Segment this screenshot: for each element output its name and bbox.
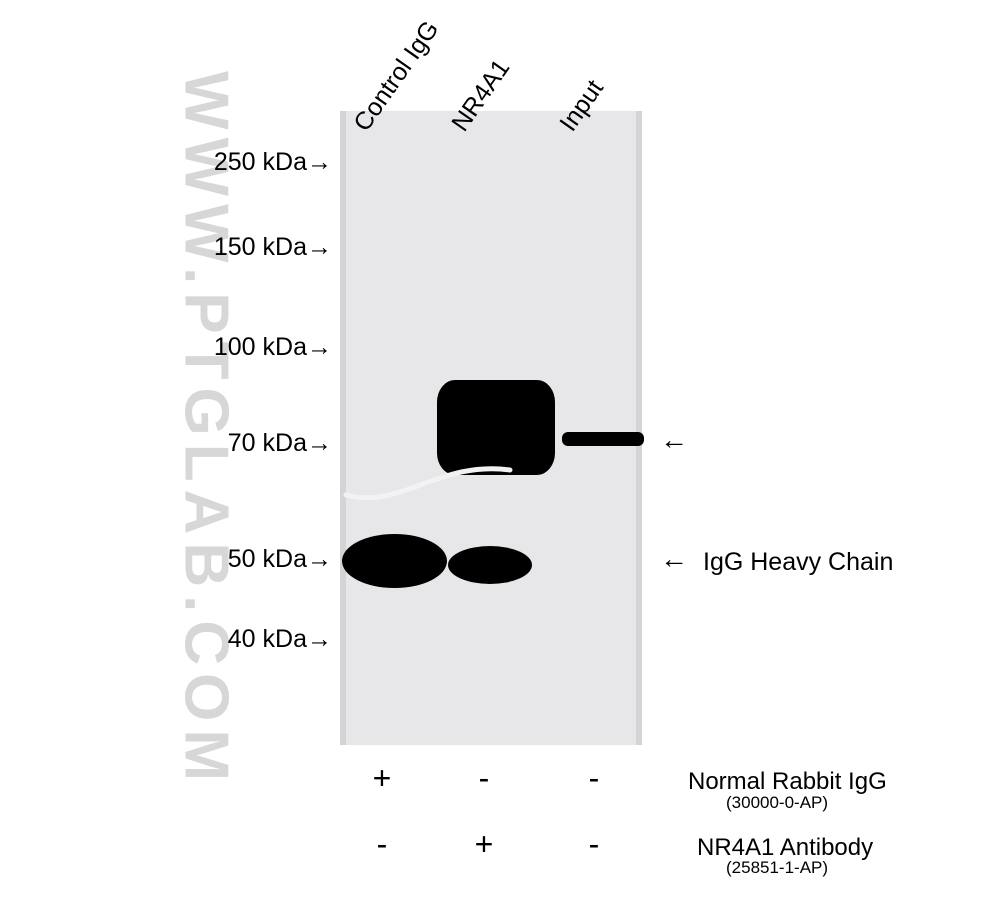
arrow-icon: → (307, 545, 332, 573)
arrow-icon: → (307, 148, 332, 176)
mw-150-text: 150 kDa (214, 233, 307, 261)
mw-250: 250 kDa→ (214, 148, 332, 177)
mw-150: 150 kDa→ (214, 233, 332, 262)
mw-100-text: 100 kDa (214, 333, 307, 361)
arrow-icon: → (307, 625, 332, 653)
arrow-icon: → (307, 233, 332, 261)
igg-hc-arrow-icon: ← (660, 543, 688, 575)
row0-label: Normal Rabbit IgG (688, 768, 887, 796)
igg-hc-lane0 (342, 534, 447, 588)
igg-hc-lane1 (448, 546, 532, 584)
row1-sublabel: (25851-1-AP) (726, 858, 828, 878)
arrow-icon: → (307, 333, 332, 361)
nr4a1-ip-band (437, 380, 555, 475)
mw-70-text: 70 kDa (228, 429, 307, 457)
mw-250-text: 250 kDa (214, 148, 307, 176)
row0-sublabel: (30000-0-AP) (726, 793, 828, 813)
mw-70: 70 kDa→ (228, 429, 332, 458)
arrow-icon: → (307, 429, 332, 457)
row0-lane1-mark: - (464, 760, 504, 797)
row0-lane0-mark: + (362, 760, 402, 797)
input-band (562, 432, 644, 446)
row1-lane0-mark: - (362, 826, 402, 863)
row1-lane1-mark: + (464, 826, 504, 863)
mw-40: 40 kDa→ (228, 625, 332, 654)
mw-50-text: 50 kDa (228, 545, 307, 573)
mw-50: 50 kDa→ (228, 545, 332, 574)
igg-hc-caption: IgG Heavy Chain (703, 548, 893, 577)
row0-lane2-mark: - (574, 760, 614, 797)
row1-lane2-mark: - (574, 826, 614, 863)
membrane-right-edge (636, 111, 642, 745)
mw-100: 100 kDa→ (214, 333, 332, 362)
figure-root: WWW.PTGLAB.COM Control IgG NR4A1 Input 2… (0, 0, 1000, 903)
target-band-arrow-icon: ← (660, 424, 688, 456)
membrane-left-edge (340, 111, 346, 745)
mw-40-text: 40 kDa (228, 625, 307, 653)
